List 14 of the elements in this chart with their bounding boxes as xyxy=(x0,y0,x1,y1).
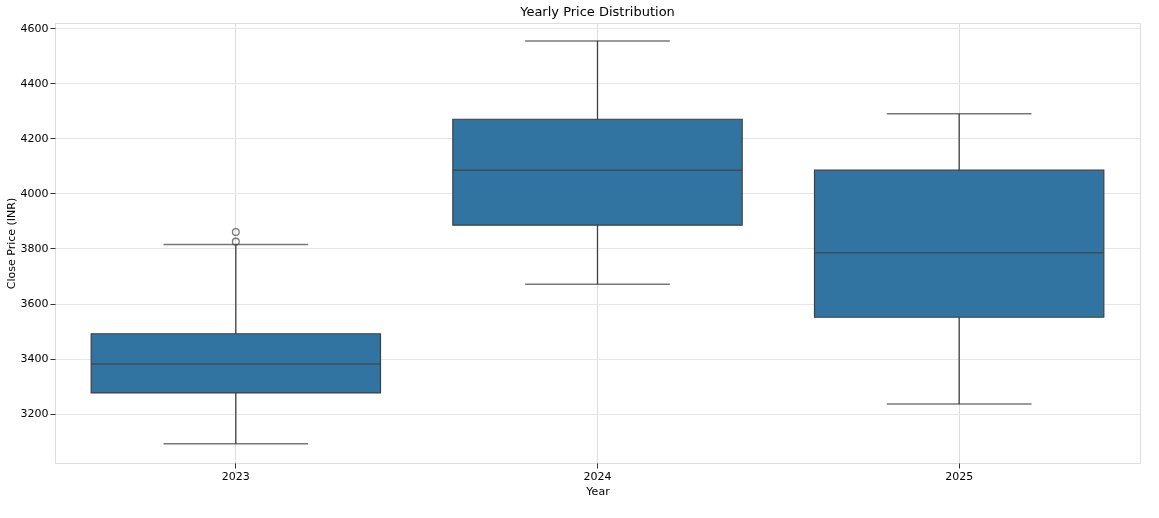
y-tick-label: 3600 xyxy=(20,297,49,310)
y-axis-title: Close Price (INR) xyxy=(4,197,18,290)
y-tick-label: 4600 xyxy=(20,22,49,35)
x-tick-label: 2024 xyxy=(583,469,612,483)
y-tick-label: 4400 xyxy=(20,77,49,90)
x-tick-label: 2025 xyxy=(945,469,974,483)
x-axis-title: Year xyxy=(585,484,611,498)
y-tick-label: 3200 xyxy=(20,407,49,420)
y-tick-label: 4200 xyxy=(20,132,49,145)
x-tick-label: 2023 xyxy=(221,469,250,483)
y-tick-label: 4000 xyxy=(20,187,49,200)
chart-title: Yearly Price Distribution xyxy=(519,3,675,19)
y-tick-label: 3400 xyxy=(20,352,49,365)
y-tick-label: 3800 xyxy=(20,242,49,255)
